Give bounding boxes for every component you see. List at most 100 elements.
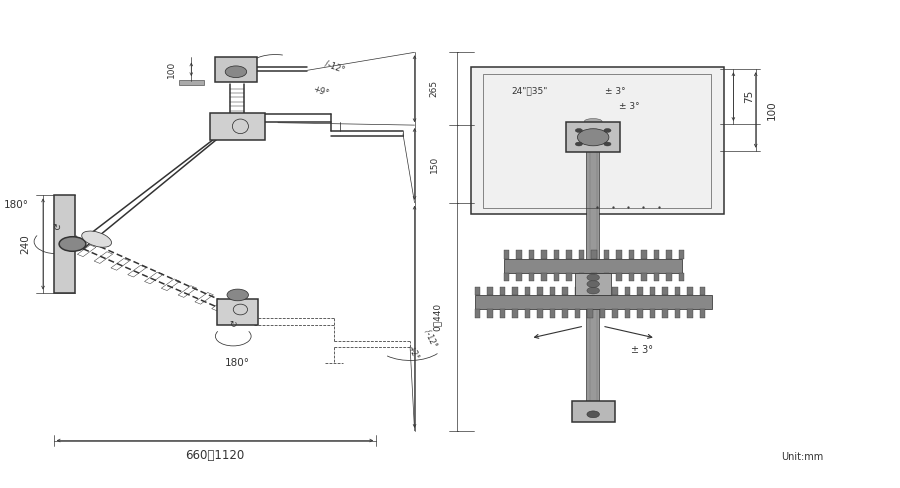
Polygon shape: [179, 80, 203, 85]
Circle shape: [587, 287, 599, 294]
Polygon shape: [54, 196, 76, 292]
Polygon shape: [537, 286, 543, 295]
Polygon shape: [642, 250, 647, 259]
Text: ↻: ↻: [230, 320, 237, 328]
Polygon shape: [679, 250, 684, 259]
Polygon shape: [517, 273, 522, 282]
Ellipse shape: [584, 138, 602, 144]
Polygon shape: [642, 273, 647, 282]
Polygon shape: [637, 286, 643, 295]
Polygon shape: [662, 286, 668, 295]
Polygon shape: [475, 295, 712, 309]
Polygon shape: [700, 309, 706, 318]
Polygon shape: [675, 286, 680, 295]
Text: ± 3°: ± 3°: [605, 87, 626, 96]
Polygon shape: [504, 259, 682, 273]
Polygon shape: [475, 286, 481, 295]
Polygon shape: [600, 309, 605, 318]
Polygon shape: [662, 309, 668, 318]
Polygon shape: [562, 309, 568, 318]
Text: +2°: +2°: [406, 345, 420, 362]
Text: 24"～35": 24"～35": [511, 87, 548, 96]
Text: 180°: 180°: [4, 200, 29, 210]
Polygon shape: [587, 151, 599, 419]
Polygon shape: [550, 286, 555, 295]
Text: 180°: 180°: [225, 358, 250, 368]
FancyBboxPatch shape: [210, 113, 266, 140]
FancyBboxPatch shape: [471, 67, 724, 214]
Circle shape: [578, 129, 609, 146]
Polygon shape: [588, 286, 593, 295]
Circle shape: [227, 289, 248, 301]
Polygon shape: [588, 309, 593, 318]
Text: ± 3°: ± 3°: [631, 346, 653, 355]
Polygon shape: [612, 286, 617, 295]
Text: /-12°: /-12°: [323, 59, 346, 75]
Circle shape: [225, 66, 247, 78]
Text: 100: 100: [767, 100, 777, 120]
Polygon shape: [562, 286, 568, 295]
Text: 0～440: 0～440: [432, 303, 441, 331]
Polygon shape: [604, 250, 609, 259]
Polygon shape: [616, 273, 622, 282]
Polygon shape: [700, 286, 706, 295]
Text: 100: 100: [167, 61, 176, 78]
Circle shape: [59, 237, 86, 251]
Polygon shape: [500, 309, 505, 318]
Circle shape: [604, 142, 611, 146]
Polygon shape: [566, 273, 572, 282]
Polygon shape: [650, 286, 655, 295]
Polygon shape: [525, 309, 530, 318]
Polygon shape: [554, 273, 559, 282]
Text: /-12°: /-12°: [423, 328, 438, 349]
Polygon shape: [629, 273, 634, 282]
Circle shape: [587, 411, 599, 418]
Polygon shape: [529, 273, 535, 282]
Ellipse shape: [82, 231, 112, 247]
Polygon shape: [604, 273, 609, 282]
Polygon shape: [679, 273, 684, 282]
Polygon shape: [566, 250, 572, 259]
Polygon shape: [654, 273, 660, 282]
FancyBboxPatch shape: [572, 401, 615, 422]
Polygon shape: [650, 309, 655, 318]
Text: 75: 75: [744, 90, 754, 103]
Polygon shape: [512, 309, 517, 318]
FancyBboxPatch shape: [566, 122, 620, 152]
Text: 150: 150: [429, 155, 438, 173]
FancyBboxPatch shape: [214, 57, 257, 82]
Polygon shape: [666, 250, 671, 259]
Polygon shape: [637, 309, 643, 318]
Polygon shape: [688, 286, 693, 295]
Text: 240: 240: [20, 234, 31, 254]
Polygon shape: [625, 309, 630, 318]
Circle shape: [587, 281, 599, 287]
Polygon shape: [517, 250, 522, 259]
Polygon shape: [675, 309, 680, 318]
Polygon shape: [600, 286, 605, 295]
Circle shape: [575, 128, 582, 132]
Polygon shape: [688, 309, 693, 318]
Polygon shape: [575, 286, 580, 295]
Circle shape: [587, 274, 599, 281]
Polygon shape: [579, 250, 584, 259]
Text: Unit:mm: Unit:mm: [780, 451, 823, 462]
Circle shape: [575, 142, 582, 146]
Polygon shape: [504, 273, 509, 282]
Text: +9°: +9°: [311, 84, 330, 98]
Polygon shape: [542, 250, 546, 259]
Polygon shape: [487, 309, 492, 318]
Polygon shape: [579, 273, 584, 282]
Polygon shape: [500, 286, 505, 295]
Polygon shape: [487, 286, 492, 295]
Circle shape: [604, 128, 611, 132]
Polygon shape: [537, 309, 543, 318]
Polygon shape: [612, 309, 617, 318]
Text: ↻: ↻: [52, 224, 60, 233]
Polygon shape: [575, 309, 580, 318]
Polygon shape: [575, 273, 611, 295]
Polygon shape: [591, 250, 597, 259]
Text: 660～1120: 660～1120: [185, 448, 245, 462]
Polygon shape: [512, 286, 517, 295]
Polygon shape: [629, 250, 634, 259]
